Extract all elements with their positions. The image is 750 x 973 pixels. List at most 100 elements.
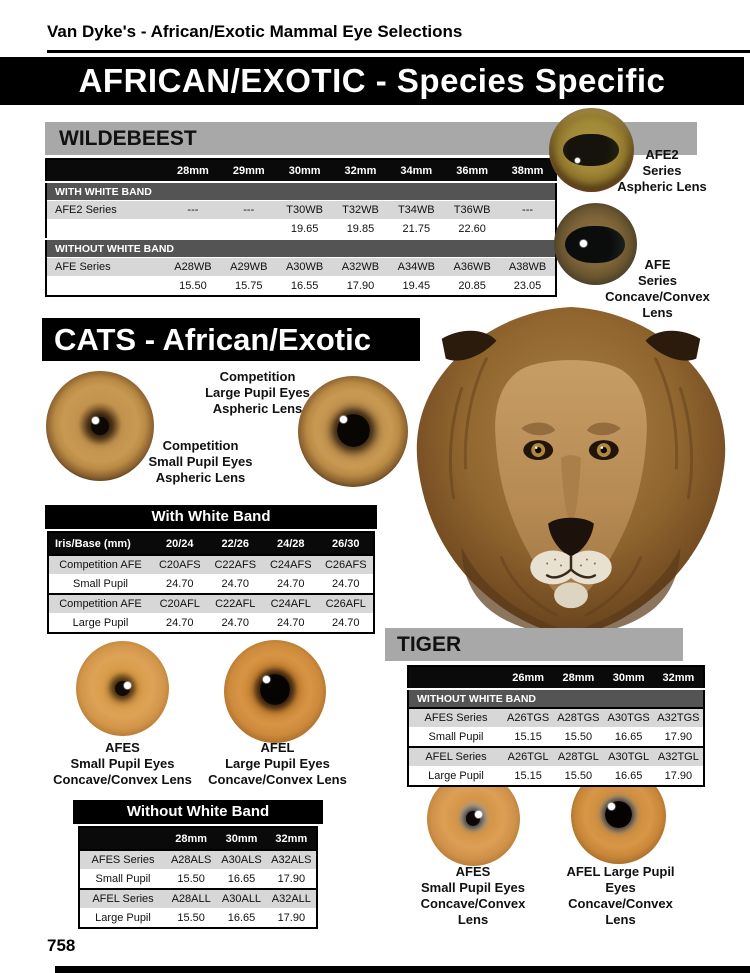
table-cell: A28ALL [166, 888, 217, 909]
cats-without-white-band-table-wrap: 28mm 30mm 32mm AFES Series A28ALS A30ALS A32AL… [78, 826, 318, 929]
afes-label: AFES Small Pupil Eyes Concave/Convex Len… [53, 740, 192, 787]
table-cell: 21.75 [388, 219, 445, 239]
section-label: WITHOUT WHITE BAND [46, 238, 556, 258]
table-cell: A28WB [165, 257, 221, 277]
table-cell: --- [500, 200, 556, 220]
column-header: 22/26 [207, 532, 263, 555]
table-cell: C24AFL [263, 593, 319, 614]
table-cell: A30TGL [603, 746, 654, 767]
table-cell: 16.65 [603, 727, 654, 747]
table-cell: T32WB [332, 200, 389, 220]
table-cell: C24AFS [263, 554, 319, 575]
competition-small-pupil-eye-image [46, 371, 154, 481]
table-cell: --- [220, 200, 277, 220]
table-cell: 15.50 [165, 276, 221, 296]
bottom-divider [55, 966, 750, 973]
wildebeest-afe-eye-image [554, 203, 637, 285]
column-header: 34mm [388, 159, 445, 182]
column-header: 26/30 [318, 532, 374, 555]
row-label: AFES Series [408, 707, 503, 728]
column-header: 20/24 [152, 532, 208, 555]
table-row: Large Pupil 15.50 16.65 17.90 [79, 908, 317, 928]
cats-section-banner: CATS - African/Exotic [42, 318, 420, 361]
wildebeest-price-table: 28mm 29mm 30mm 32mm 34mm 36mm 38mm WITH WHITE B… [45, 158, 557, 297]
table-cell: A26TGS [503, 707, 554, 728]
table-cell: 24.70 [318, 574, 374, 594]
table-cell: 20.85 [444, 276, 501, 296]
column-header: 32mm [332, 159, 389, 182]
afel-large-pupil-eye-image [224, 640, 326, 743]
eye-highlight [574, 157, 580, 163]
row-label [46, 219, 165, 239]
table-cell: A30TGS [603, 707, 654, 728]
table-cell: 15.50 [553, 727, 604, 747]
table-row: Competition AFE C20AFS C22AFS C24AFS C26AFS [48, 554, 374, 575]
table-header-row: Iris/Base (mm) 20/24 22/26 24/28 26/30 [48, 532, 374, 555]
table-cell: 22.60 [444, 219, 501, 239]
table-header-row: 28mm 30mm 32mm [79, 827, 317, 850]
wildebeest-afe2-eye-image [549, 108, 634, 192]
column-header: 32mm [266, 827, 317, 850]
row-label: AFEL Series [408, 746, 503, 767]
table-cell: 15.15 [503, 727, 554, 747]
competition-large-pupil-eye-image [298, 376, 408, 487]
table-cell: 17.90 [653, 766, 704, 786]
table-cell: 24.70 [152, 574, 208, 594]
row-label: Large Pupil [79, 908, 166, 928]
afes-small-pupil-eye-image [76, 641, 169, 736]
table-cell: 24.70 [263, 613, 319, 633]
table-cell: 19.85 [332, 219, 389, 239]
column-header: Iris/Base (mm) [48, 532, 152, 555]
table-row: Competition AFE C20AFL C22AFL C24AFL C26AFL [48, 593, 374, 614]
cats-with-white-band-table: Iris/Base (mm) 20/24 22/26 24/28 26/30 Compet… [47, 531, 375, 634]
table-row: Large Pupil 24.70 24.70 24.70 24.70 [48, 613, 374, 633]
row-label: Competition AFE [48, 593, 152, 614]
with-white-band-title: With White Band [45, 505, 377, 529]
lion-photo [416, 306, 726, 638]
column-header: 30mm [603, 666, 654, 689]
section-label: WITHOUT WHITE BAND [408, 688, 704, 708]
row-label: Small Pupil [79, 869, 166, 889]
page-header-title: Van Dyke's - African/Exotic Mammal Eye S… [47, 22, 463, 41]
column-header: 38mm [500, 159, 556, 182]
table-row: 15.50 15.75 16.55 17.90 19.45 20.85 23.05 [46, 276, 556, 296]
table-cell: A32ALL [266, 888, 317, 909]
table-cell: T30WB [276, 200, 333, 220]
table-cell: C20AFS [152, 554, 208, 575]
table-cell [500, 219, 556, 239]
table-row: WITHOUT WHITE BAND [408, 688, 704, 708]
column-header: 28mm [165, 159, 221, 182]
column-header [79, 827, 166, 850]
row-label: Large Pupil [48, 613, 152, 633]
column-header [46, 159, 165, 182]
competition-large-pupil-label: Competition Large Pupil Eyes Aspheric Le… [205, 369, 310, 416]
column-header: 28mm [553, 666, 604, 689]
table-cell: A28TGS [553, 707, 604, 728]
table-cell: 24.70 [152, 613, 208, 633]
table-cell: 15.50 [553, 766, 604, 786]
section-label: WITH WHITE BAND [46, 181, 556, 201]
table-cell: 15.50 [166, 908, 217, 928]
table-cell: 16.55 [276, 276, 333, 296]
table-row: 19.65 19.85 21.75 22.60 [46, 219, 556, 239]
table-cell: C26AFL [318, 593, 374, 614]
table-cell: C22AFS [207, 554, 263, 575]
table-row: AFE Series A28WB A29WB A30WB A32WB A34WB A36WB… [46, 257, 556, 277]
eye-highlight [579, 239, 587, 247]
row-label: AFES Series [79, 849, 166, 870]
table-cell: A30ALS [216, 849, 267, 870]
cats-with-white-band-table-wrap: Iris/Base (mm) 20/24 22/26 24/28 26/30 Compet… [47, 531, 375, 634]
afe2-series-label: AFE2 Series Aspheric Lens [617, 147, 707, 194]
row-label: Small Pupil [408, 727, 503, 747]
table-header-row: 28mm 29mm 30mm 32mm 34mm 36mm 38mm [46, 159, 556, 182]
tiger-price-table: 26mm 28mm 30mm 32mm WITHOUT WHITE BAND AFES S… [407, 665, 705, 787]
table-cell [165, 219, 221, 239]
table-cell: A30ALL [216, 888, 267, 909]
table-cell: --- [165, 200, 221, 220]
row-label: AFE Series [46, 257, 165, 277]
afes-bottom-label: AFES Small Pupil Eyes Concave/Convex Len… [420, 864, 526, 927]
table-row: AFES Series A28ALS A30ALS A32ALS [79, 849, 317, 870]
row-label [46, 276, 165, 296]
table-row: AFEL Series A26TGL A28TGL A30TGL A32TGL [408, 746, 704, 767]
table-row: Small Pupil 24.70 24.70 24.70 24.70 [48, 574, 374, 594]
